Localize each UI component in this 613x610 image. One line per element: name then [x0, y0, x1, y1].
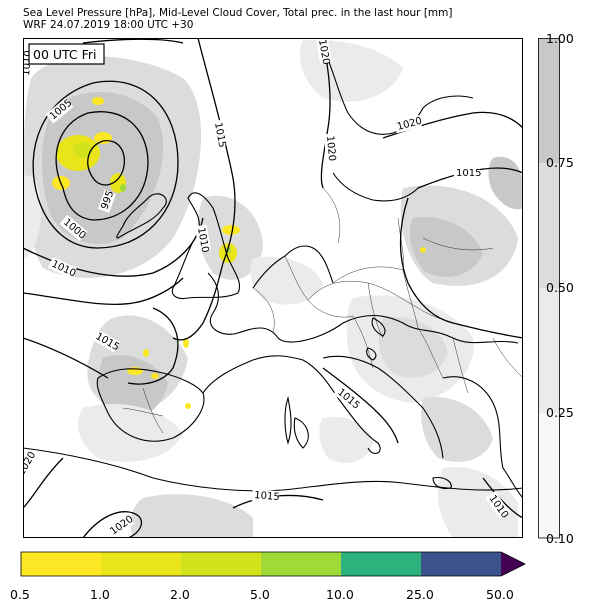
valid-time-label: 00 UTC Fri [33, 47, 97, 62]
precip-bin [341, 552, 421, 576]
cloud-bin [538, 38, 560, 163]
precip-tick-label: 50.0 [486, 587, 514, 602]
cloud-tick-label: 1.00 [546, 31, 574, 46]
precip-bin [181, 552, 261, 576]
precip-bin [21, 552, 101, 576]
precip-tick-label: 5.0 [250, 587, 270, 602]
cloud-bin [538, 413, 560, 538]
cloud-bin [538, 163, 560, 288]
weather-map: 1005 1000 995 1010 1015 1010 1020 1020 1… [23, 38, 523, 538]
isobar-label: 1015 [456, 168, 481, 179]
cloud-tick-label: 0.10 [546, 531, 574, 546]
map-frame [23, 38, 523, 538]
precip-bin [421, 552, 501, 576]
cloud-tick-label: 0.75 [546, 155, 574, 170]
precip-tick-label: 2.0 [170, 587, 190, 602]
precip-tick-label: 25.0 [406, 587, 434, 602]
isobar-label: 1010 [195, 227, 210, 254]
isobar-label: 1015 [212, 122, 227, 149]
coastlines [23, 47, 523, 499]
precip-bin [261, 552, 341, 576]
title-line-2: WRF 24.07.2019 18:00 UTC +30 [23, 19, 194, 31]
precipitation-colorbar [20, 551, 526, 577]
cloud-bin [538, 288, 560, 413]
precip-tick-label: 1.0 [90, 587, 110, 602]
precip-extend-arrow [501, 552, 525, 576]
precip-tick-label: 10.0 [326, 587, 354, 602]
title-line-1: Sea Level Pressure [hPa], Mid-Level Clou… [23, 7, 453, 19]
isobar-label: 1015 [254, 490, 280, 503]
isobar-label: 1020 [324, 135, 337, 161]
cloud-tick-label: 0.50 [546, 280, 574, 295]
precip-tick-label: 0.5 [10, 587, 30, 602]
precip-bin [101, 552, 181, 576]
valid-time-box: 00 UTC Fri [28, 43, 105, 65]
cloud-cover-colorbar [538, 38, 560, 539]
isobar-label: 1020 [316, 39, 331, 66]
cloud-tick-label: 0.25 [546, 405, 574, 420]
